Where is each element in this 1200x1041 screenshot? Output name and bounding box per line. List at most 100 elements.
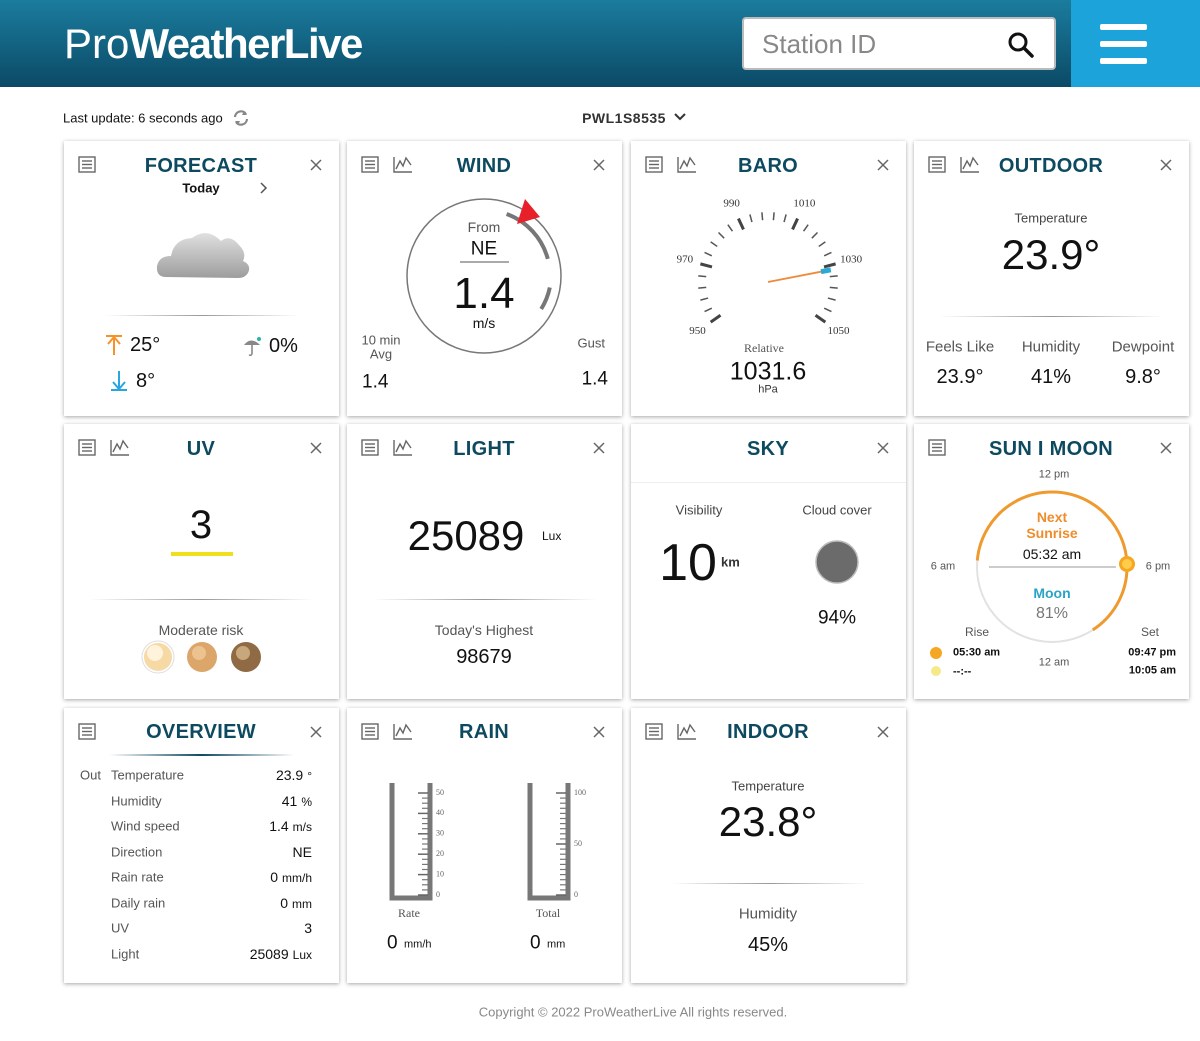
- close-icon[interactable]: [1160, 442, 1172, 454]
- overview-value: 3: [304, 921, 312, 935]
- baro-relative-label: Relative: [744, 341, 784, 355]
- rain-tick-label: 50: [574, 839, 582, 848]
- overview-number: 41: [281, 792, 298, 809]
- details-frame: [645, 723, 663, 740]
- close-icon[interactable]: [310, 159, 322, 171]
- details-icon[interactable]: [78, 156, 96, 173]
- overview-number: NE: [292, 843, 312, 860]
- details-frame: [928, 156, 946, 173]
- details-icon[interactable]: [78, 439, 96, 456]
- baro-gauge: 950 970 990 1010 1030 1050: [677, 198, 863, 337]
- avg-label: 10 min: [361, 332, 401, 348]
- sun-arc: [930, 490, 1135, 676]
- gauge-minor-tick: [710, 241, 718, 248]
- indoor-humidity: 45%: [747, 934, 789, 956]
- uv-bar: [171, 552, 233, 556]
- sun-set: 09:47 pm: [1128, 646, 1176, 659]
- rain-tube: [527, 783, 571, 901]
- rate-value: 0: [387, 932, 398, 954]
- chart-icon[interactable]: [393, 156, 412, 173]
- chart-icon[interactable]: [677, 723, 696, 740]
- close-icon[interactable]: [593, 159, 605, 171]
- details-frame: [928, 439, 946, 456]
- details-icon[interactable]: [645, 156, 663, 173]
- chart-icon[interactable]: [393, 723, 412, 740]
- close-icon[interactable]: [1160, 159, 1172, 171]
- logo-brand[interactable]: WeatherLive: [129, 20, 363, 67]
- overview-unit: Lux: [292, 947, 312, 962]
- highest-label: Today's Highest: [434, 622, 534, 638]
- close-icon[interactable]: [593, 726, 605, 738]
- forecast-low: 8°: [136, 370, 156, 392]
- close-icon[interactable]: [310, 726, 322, 738]
- gauge-tick: [699, 262, 713, 269]
- refresh-icon[interactable]: [232, 109, 250, 127]
- station-chevron[interactable]: [673, 112, 687, 122]
- wind-unit: m/s: [472, 315, 496, 331]
- forecast-day: Today: [182, 180, 220, 196]
- cloud-value: 94%: [817, 607, 857, 629]
- search-icon[interactable]: [1006, 30, 1036, 60]
- gauge-pointer: [820, 267, 832, 275]
- gauge-minor-tick: [823, 251, 832, 257]
- feels-value: 23.9°: [936, 366, 984, 388]
- overview-unit: °: [307, 769, 312, 783]
- close-icon[interactable]: [877, 442, 889, 454]
- gauge-minor-tick: [727, 224, 734, 232]
- details-icon[interactable]: [361, 439, 379, 456]
- details-frame: [78, 723, 96, 740]
- chart-icon[interactable]: [960, 156, 979, 173]
- overview-label: Wind speed: [111, 818, 180, 834]
- next-label: Next: [1036, 509, 1068, 525]
- cloud-label: Cloud cover: [802, 502, 872, 518]
- chart-icon[interactable]: [110, 439, 129, 456]
- rate-unit: mm/h: [404, 938, 432, 951]
- logo-pro[interactable]: Pro: [64, 20, 130, 67]
- close-icon[interactable]: [877, 159, 889, 171]
- rain-tick-label: 20: [436, 849, 444, 858]
- next-day[interactable]: [259, 182, 269, 194]
- close-icon[interactable]: [877, 726, 889, 738]
- card-title: LIGHT: [453, 438, 515, 460]
- rain-tick-label: 40: [436, 808, 444, 817]
- gauge-minor-tick: [698, 286, 707, 289]
- chart-icon[interactable]: [393, 439, 412, 456]
- card-controls: [78, 156, 322, 173]
- gauge-minor-tick: [811, 231, 819, 239]
- card-controls: [645, 723, 889, 740]
- close-icon[interactable]: [310, 442, 322, 454]
- forecast-high: 25°: [130, 334, 161, 356]
- details-icon[interactable]: [928, 439, 946, 456]
- morning-label: 6 am: [930, 560, 956, 573]
- details-icon[interactable]: [361, 156, 379, 173]
- feels-label: Feels Like: [925, 338, 995, 356]
- overview-number: 1.4: [269, 818, 289, 834]
- card-controls: [645, 156, 889, 173]
- gauge-minor-tick: [704, 307, 713, 313]
- gauge-tick-label: 990: [723, 198, 740, 210]
- card-title: OUTDOOR: [998, 155, 1104, 177]
- menu-icon[interactable]: [1071, 0, 1200, 87]
- details-icon[interactable]: [78, 723, 96, 740]
- close-icon[interactable]: [593, 442, 605, 454]
- gauge-minor-tick: [700, 297, 709, 301]
- overview-number: 0: [280, 894, 288, 911]
- overview-number: 25089: [249, 945, 289, 962]
- rain-card: RAIN 0 10 20 30 40 50 0 50 100 Rate 0 mm/h Total…: [347, 708, 622, 983]
- search-box[interactable]: Station ID: [742, 17, 1056, 70]
- overview-label: Humidity: [111, 793, 162, 808]
- details-icon[interactable]: [361, 723, 379, 740]
- station-select[interactable]: PWL1S8535: [582, 110, 666, 126]
- card-title: FORECAST: [144, 155, 258, 177]
- uv-value: 3: [189, 503, 213, 547]
- search-placeholder: Station ID: [762, 29, 877, 59]
- logo[interactable]: ProWeatherLive: [64, 20, 363, 67]
- gauge-minor-tick: [829, 286, 838, 289]
- menu-button[interactable]: [1071, 0, 1200, 87]
- details-icon[interactable]: [928, 156, 946, 173]
- details-icon[interactable]: [645, 723, 663, 740]
- chart-icon[interactable]: [677, 156, 696, 173]
- visibility-value: 10: [659, 534, 717, 592]
- details-frame: [361, 156, 379, 173]
- wind-from-label: From: [467, 219, 501, 235]
